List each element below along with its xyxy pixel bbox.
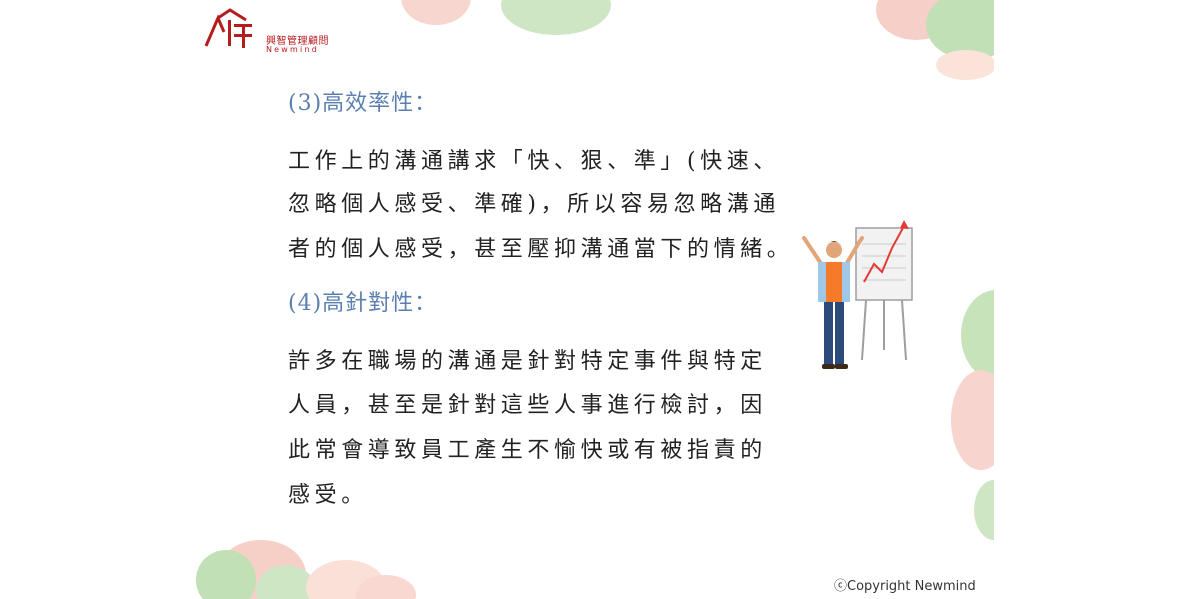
section-3-line-1: 工作上的溝通講求「快、狠、準」(快速、 — [288, 149, 780, 174]
decor-blob-peach-topright — [936, 50, 994, 80]
decor-blob-pink-top — [401, 0, 471, 25]
decor-blob-pink-right — [951, 370, 994, 470]
presenter-chart-illustration — [802, 220, 913, 369]
decor-blob-green-right-low — [974, 480, 994, 540]
decor-blob-green-bottomleft — [196, 550, 256, 599]
section-4-line-1: 許多在職場的溝通是針對特定事件與特定 — [288, 349, 767, 374]
section-3-heading: (3)高效率性： — [288, 91, 438, 116]
slide: 興智管理顧問 Newmind (3)高效率性： 工作上的溝通講求「快、狠、準」(… — [196, 0, 994, 599]
decor-blob-green-top — [501, 0, 611, 35]
section-4-heading: (4)高針對性： — [288, 291, 438, 316]
decor-blob-green-right — [961, 290, 994, 380]
logo-name-en: Newmind — [266, 45, 320, 54]
logo-name-cn: 興智管理顧問 — [266, 36, 329, 47]
copyright-notice: ⓒCopyright Newmind — [834, 579, 976, 594]
section-4-line-3: 此常會導致員工產生不愉快或有被指責的 — [288, 438, 767, 463]
section-4-line-2: 人員，甚至是針對這些人事進行檢討，因 — [288, 393, 767, 418]
section-3-line-3: 者的個人感受，甚至壓抑溝通當下的情緒。 — [288, 237, 794, 262]
section-3-line-2: 忽略個人感受、準確)，所以容易忽略溝通 — [288, 192, 780, 217]
brand-logo: 興智管理顧問 Newmind — [204, 6, 334, 54]
logo-mark-icon — [204, 8, 252, 48]
section-4-line-4: 感受。 — [288, 483, 368, 508]
